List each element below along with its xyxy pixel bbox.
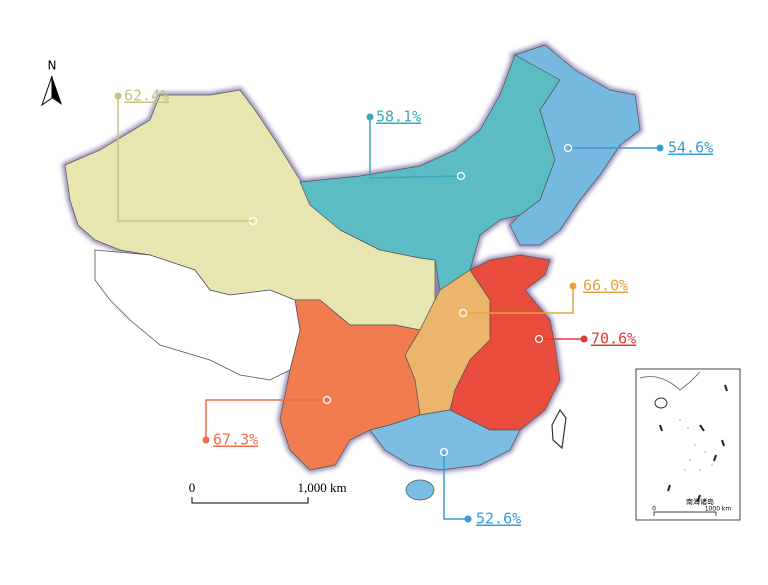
taiwan (551, 408, 567, 450)
region-marker (456, 171, 466, 181)
leader-dot (366, 113, 374, 121)
leader-line (463, 286, 574, 314)
region-label: 58.1% (376, 108, 421, 126)
tibet (94, 249, 301, 381)
scale-end: 1,000 km (297, 480, 346, 495)
leader-dot (580, 335, 588, 343)
leader-dot (202, 436, 210, 444)
region-marker (439, 447, 449, 457)
leaders: 62.4% 58.1% 54.6% 66.0% 70.6% 67.3% 52.6% (114, 87, 713, 528)
leader-dot (656, 144, 664, 152)
region-marker (248, 216, 258, 226)
regions (64, 44, 641, 471)
leader-line (117, 96, 253, 222)
leader-dot (569, 282, 577, 290)
north-label: N (48, 59, 57, 73)
region-marker (458, 308, 468, 318)
region (369, 409, 521, 471)
region-marker (322, 395, 332, 405)
region-marker (534, 334, 544, 344)
region-marker (563, 143, 573, 153)
leader-dot (114, 92, 122, 100)
leader-line (443, 452, 468, 520)
region (449, 254, 561, 431)
leader-line (205, 399, 327, 440)
region-label: 70.6% (591, 330, 636, 348)
hainan (405, 479, 435, 501)
region-label: 52.6% (476, 510, 521, 528)
scale-start: 0 (189, 480, 196, 495)
region-label: 62.4% (124, 87, 169, 105)
region-label: 67.3% (213, 431, 258, 449)
inset-title: 南海诸岛 (686, 497, 714, 506)
region-label: 66.0% (583, 277, 628, 295)
inset: 南海诸岛 0 1000 km (635, 368, 741, 521)
north-arrow: N (41, 59, 62, 107)
region-label: 54.6% (668, 139, 713, 157)
leader-line (369, 117, 462, 179)
inset-scale-start: 0 (652, 506, 656, 513)
leader-dot (464, 515, 472, 523)
region (509, 44, 641, 246)
scale-bar: 0 1,000 km (189, 480, 347, 504)
inset-scale-end: 1000 km (705, 506, 732, 513)
